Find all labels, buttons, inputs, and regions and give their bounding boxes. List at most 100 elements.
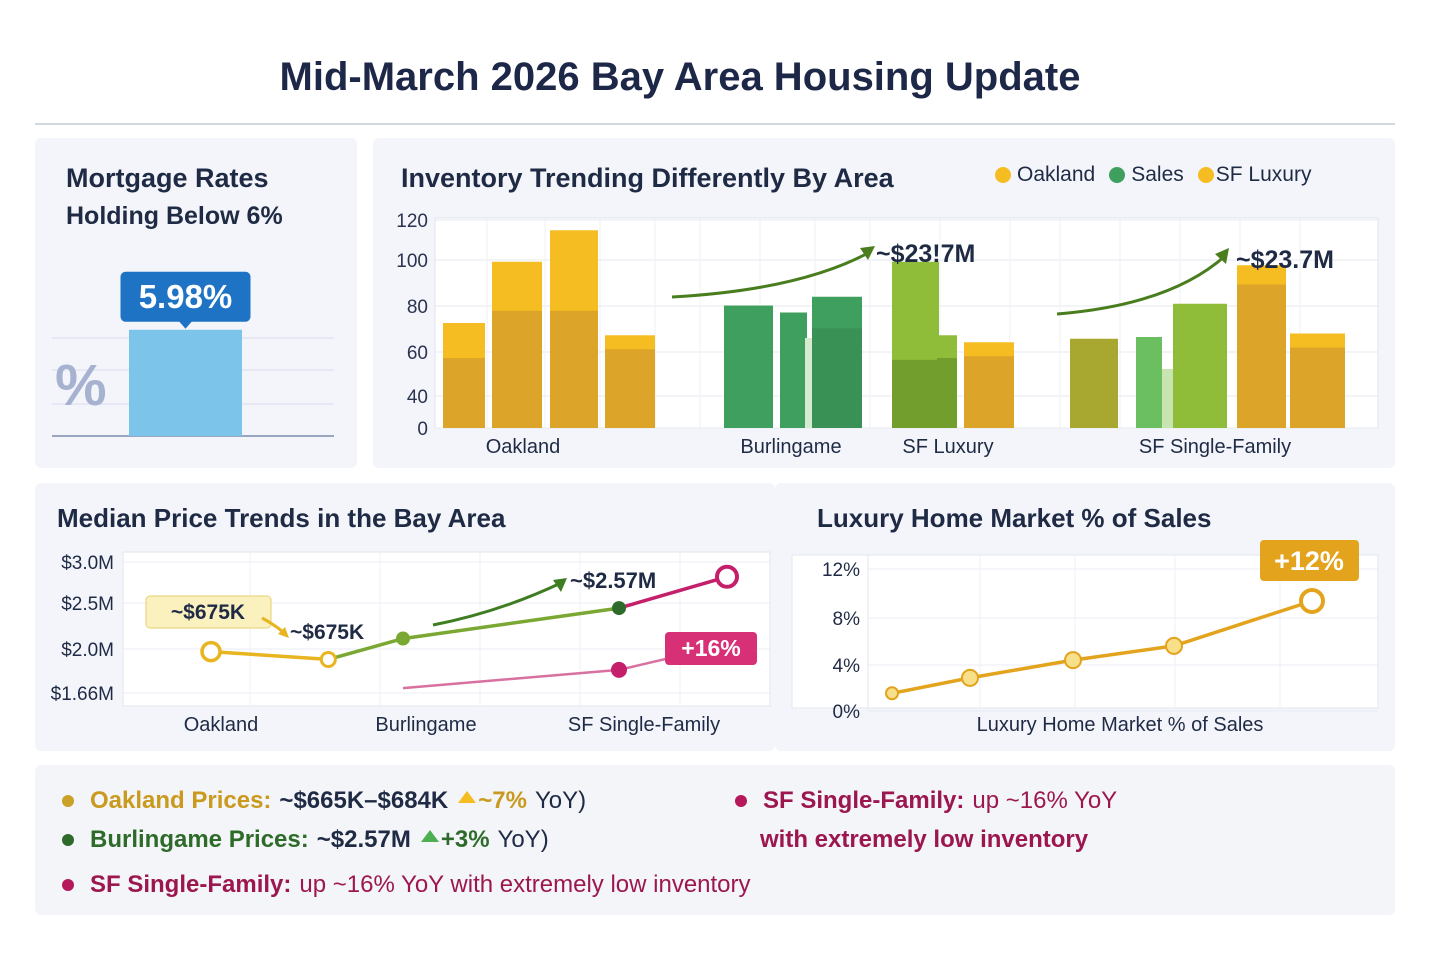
rate-badge-pointer — [178, 320, 193, 329]
bar-oakland-lower — [443, 358, 485, 428]
bar-sf-luxury-lower — [964, 356, 1014, 428]
arrow-up-icon — [458, 791, 477, 803]
plot-area — [122, 551, 771, 707]
bullet-oakland-label: Oakland Prices: — [90, 787, 272, 814]
y-tick-label: 8% — [833, 609, 861, 630]
bullet-right-sf: SF Single-Family: up ~16% YoY — [735, 787, 1117, 815]
legend-label-sales: Sales — [1131, 163, 1184, 186]
data-point-luxury — [1064, 651, 1082, 670]
inventory-title: Inventory Trending Differently By Area — [401, 163, 894, 193]
legend-dot — [1197, 167, 1214, 183]
legend-item-sales: Sales — [1109, 163, 1184, 187]
trend-arrowhead — [1215, 248, 1229, 264]
callout-box — [145, 595, 272, 629]
y-tick-label: 80 — [407, 297, 428, 318]
bar-oakland-lower — [550, 310, 598, 428]
legend-dot — [995, 167, 1011, 183]
x-tick-label: Oakland — [486, 436, 561, 458]
y-tick-label: $3.0M — [61, 553, 114, 574]
y-tick-label: 0% — [833, 702, 861, 723]
title-divider — [35, 123, 1395, 125]
bar-sf-single-family-upper — [1070, 338, 1118, 428]
bar-sf-single-family-lower — [1237, 284, 1286, 428]
bullet-oakland-change: ~7% — [478, 787, 527, 814]
bullet-right-text2: with extremely low inventory — [760, 826, 1089, 853]
x-tick-label: Oakland — [184, 714, 259, 736]
trend-arrow — [671, 250, 871, 299]
bar-burlingame-lower — [812, 328, 862, 428]
bar-oakland-lower — [492, 310, 542, 428]
x-tick-label: SF Luxury — [902, 436, 993, 458]
x-tick-label: Burlingame — [740, 436, 841, 458]
y-tick-label: 0 — [417, 419, 428, 440]
bar-sf-single-family-upper — [1173, 303, 1227, 428]
legend-label-sf-luxury: SF Luxury — [1215, 163, 1312, 186]
x-tick-label: SF Single-Family — [568, 714, 720, 736]
bullet-burlingame-label: Burlingame Prices: — [90, 826, 309, 853]
median-title: Median Price Trends in the Bay Area — [57, 503, 506, 533]
bar-highlight — [805, 338, 812, 428]
bullet-dot — [62, 834, 74, 846]
annotation-label: ~$2.57M — [570, 568, 656, 593]
data-point-oakland — [200, 640, 222, 663]
callout-label: ~$675K — [171, 601, 245, 624]
trend-arrowhead — [553, 578, 567, 592]
data-point-sf-trend — [611, 661, 627, 678]
bar-highlight — [1162, 369, 1173, 428]
annotation-label: ~$23!7M — [876, 240, 975, 268]
trend-arrowhead — [860, 246, 875, 260]
point-label: ~$675K — [290, 621, 364, 644]
x-axis-label: Luxury Home Market % of Sales — [977, 714, 1264, 736]
percent-icon: % — [55, 353, 107, 418]
y-tick-label: 4% — [833, 656, 861, 677]
bar-sf-single-family-lower — [1290, 347, 1345, 428]
bar-sf-single-family-upper — [1136, 337, 1162, 428]
y-tick-label: 100 — [396, 251, 428, 272]
y-tick-label: 120 — [396, 211, 428, 232]
bullet-oakland-suffix: YoY) — [534, 787, 587, 814]
bullet-burlingame-suffix: YoY) — [497, 826, 549, 853]
trend-arrow — [1056, 254, 1226, 316]
data-point-burlingame — [612, 601, 626, 616]
y-tick-label: 60 — [407, 343, 428, 364]
bullet-sf: SF Single-Family: up ~16% YoY with extre… — [62, 871, 751, 899]
bullet-burlingame: Burlingame Prices: ~$2.57M +3% YoY) — [62, 826, 549, 854]
bar-sf-luxury-lower — [892, 359, 939, 428]
bullet-right-label: SF Single-Family: — [763, 787, 965, 814]
data-point-luxury — [885, 686, 899, 701]
data-label-mortgage-rate: 5.98% — [139, 278, 233, 315]
legend-dot — [1109, 167, 1126, 183]
growth-badge-label: +16% — [681, 635, 740, 661]
rate-badge — [120, 271, 251, 322]
annotation-label: ~$23.7M — [1236, 246, 1334, 274]
mortgage-title-line1: Mortgage Rates — [66, 163, 269, 193]
series-line-oakland — [210, 649, 329, 662]
mortgage-title-line2: Holding Below 6% — [66, 202, 283, 230]
data-point-luxury — [961, 668, 979, 687]
bullet-dot — [62, 795, 74, 807]
data-point-luxury — [1299, 587, 1325, 614]
bullet-right-text1: up ~16% YoY — [972, 787, 1118, 814]
legend-item-oakland: Oakland — [995, 163, 1095, 187]
series-line-sf-single-family — [618, 575, 728, 610]
x-tick-label: SF Single-Family — [1139, 436, 1291, 458]
y-tick-label: $2.0M — [61, 640, 114, 661]
summary-panel: Oakland Prices: ~$665K–$684K ~7% YoY) Bu… — [35, 765, 1395, 915]
data-point-oakland — [319, 650, 337, 668]
bullet-dot — [735, 795, 747, 807]
y-tick-label: $1.66M — [51, 684, 114, 705]
bar-sf-luxury-lower — [937, 358, 957, 428]
data-point-luxury — [1165, 636, 1183, 655]
bullet-sf-text: up ~16% YoY with extremely low inventory — [299, 871, 751, 898]
bar-burlingame-upper — [780, 312, 807, 428]
x-tick-label: Burlingame — [375, 714, 476, 736]
y-tick-label: $2.5M — [61, 594, 114, 615]
bullet-dot — [62, 879, 74, 891]
data-point-sf-single-family — [715, 564, 739, 589]
inventory-legend: Oakland Sales SF Luxury — [995, 163, 1311, 187]
growth-badge — [1260, 540, 1359, 581]
